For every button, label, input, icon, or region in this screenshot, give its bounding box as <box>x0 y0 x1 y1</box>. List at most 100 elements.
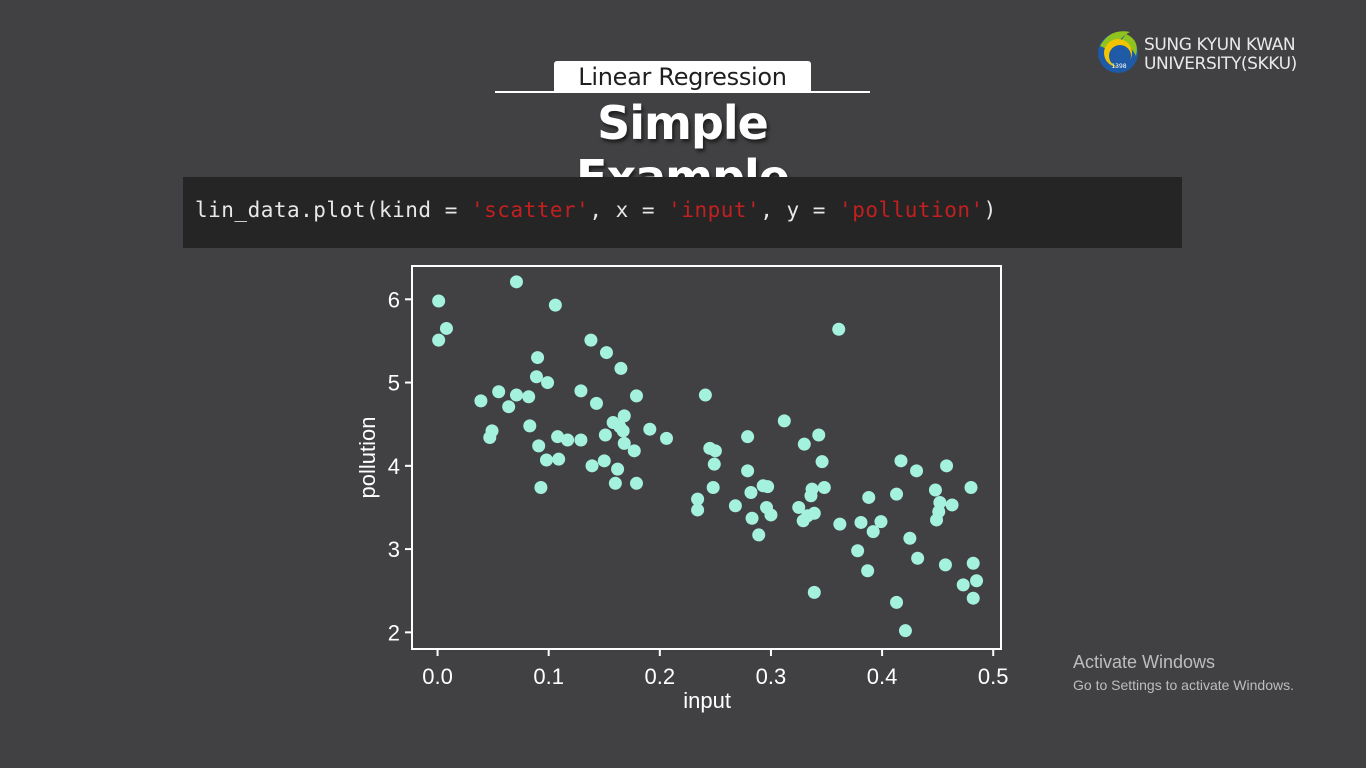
code-string-literal: 'input' <box>668 198 761 222</box>
activate-windows-subtitle: Go to Settings to activate Windows. <box>1073 677 1294 693</box>
data-point <box>523 419 537 433</box>
scatter-plot: 0.0 0.1 0.2 0.3 0.4 0.5 2 3 4 5 6 input pollution <box>350 255 1030 725</box>
skku-emblem-icon: 1398 <box>1098 31 1138 73</box>
data-point <box>854 515 868 529</box>
data-point <box>807 506 821 520</box>
data-point <box>911 551 925 565</box>
data-point <box>964 480 978 494</box>
data-point <box>966 556 980 570</box>
data-point <box>598 428 612 442</box>
university-logo: 1398 SUNG KYUN KWAN UNIVERSITY(SKKU) <box>1096 26 1336 82</box>
data-point <box>509 388 523 402</box>
data-point <box>432 333 446 347</box>
activate-windows-watermark: Activate Windows Go to Settings to activ… <box>1073 652 1294 693</box>
data-point <box>777 414 791 428</box>
data-point <box>862 490 876 504</box>
data-point <box>745 511 759 525</box>
data-point <box>764 508 778 522</box>
data-point <box>966 591 980 605</box>
data-point <box>898 624 912 638</box>
data-point <box>833 517 847 531</box>
data-point <box>597 454 611 468</box>
data-point <box>584 333 598 347</box>
plot-frame <box>411 265 1002 650</box>
data-point <box>617 409 631 423</box>
data-point <box>752 528 766 542</box>
y-tick-label: 5 <box>388 371 400 396</box>
data-point <box>589 396 603 410</box>
x-axis-label: input <box>683 688 731 713</box>
data-point <box>502 400 516 414</box>
x-tick-label: 0.0 <box>422 664 453 689</box>
data-point <box>548 298 562 312</box>
data-point <box>551 430 565 444</box>
x-tick-label: 0.2 <box>645 664 676 689</box>
data-point <box>741 464 755 478</box>
data-point <box>485 424 499 438</box>
x-tick-label: 0.3 <box>756 664 787 689</box>
code-token: , x = <box>589 198 669 222</box>
data-point <box>851 544 865 558</box>
data-point <box>797 437 811 451</box>
data-point <box>866 525 880 539</box>
data-point <box>541 376 555 390</box>
data-point <box>492 385 506 399</box>
data-point <box>509 275 523 289</box>
data-point <box>439 321 453 335</box>
data-point <box>534 480 548 494</box>
logo-seal-text: 1398 <box>1111 63 1126 70</box>
data-point <box>529 370 543 384</box>
scatter-chart-svg: 0.0 0.1 0.2 0.3 0.4 0.5 2 3 4 5 6 input pollution <box>355 265 1009 713</box>
data-point <box>792 500 806 514</box>
data-point <box>933 495 947 509</box>
data-point <box>890 595 904 609</box>
activate-windows-title: Activate Windows <box>1073 652 1216 672</box>
code-token: ) <box>983 198 997 222</box>
data-point <box>815 455 829 469</box>
x-tick-label: 0.4 <box>867 664 898 689</box>
data-point <box>805 482 819 496</box>
data-point <box>970 574 984 588</box>
x-tick-label: 0.5 <box>978 664 1009 689</box>
code-token: , y = <box>760 198 840 222</box>
data-point <box>629 476 643 490</box>
data-point <box>761 480 775 494</box>
data-point <box>432 294 446 308</box>
code-string-literal: 'scatter' <box>471 198 590 222</box>
data-point <box>894 454 908 468</box>
data-point <box>874 515 888 529</box>
data-point <box>629 389 643 403</box>
data-point <box>945 498 959 512</box>
data-point <box>608 476 622 490</box>
y-tick-label: 2 <box>388 620 400 645</box>
y-tick-label: 6 <box>388 287 400 312</box>
data-point <box>741 430 755 444</box>
code-line: lin_data.plot(kind = 'scatter', x = 'inp… <box>195 198 997 222</box>
data-point <box>807 585 821 599</box>
y-tick-label: 4 <box>388 454 400 479</box>
data-point <box>599 346 613 360</box>
data-point <box>585 459 599 473</box>
data-point <box>531 351 545 365</box>
data-point <box>611 462 625 476</box>
data-point <box>938 558 952 572</box>
section-tab: Linear Regression <box>554 61 811 92</box>
data-point <box>574 384 588 398</box>
logo-line-1: SUNG KYUN KWAN <box>1144 35 1296 55</box>
data-point <box>522 390 536 404</box>
data-point <box>708 444 722 458</box>
data-point <box>643 422 657 436</box>
data-point <box>744 485 758 499</box>
data-point <box>817 480 831 494</box>
data-point <box>706 480 720 494</box>
data-point <box>474 394 488 408</box>
code-token: lin_data.plot(kind = <box>195 198 472 222</box>
data-point <box>903 531 917 545</box>
data-point <box>956 578 970 592</box>
data-point <box>627 444 641 458</box>
data-point <box>910 464 924 478</box>
code-block: lin_data.plot(kind = 'scatter', x = 'inp… <box>183 177 1182 248</box>
x-tick-label: 0.1 <box>533 664 564 689</box>
data-point <box>617 436 631 450</box>
data-point <box>532 439 546 453</box>
